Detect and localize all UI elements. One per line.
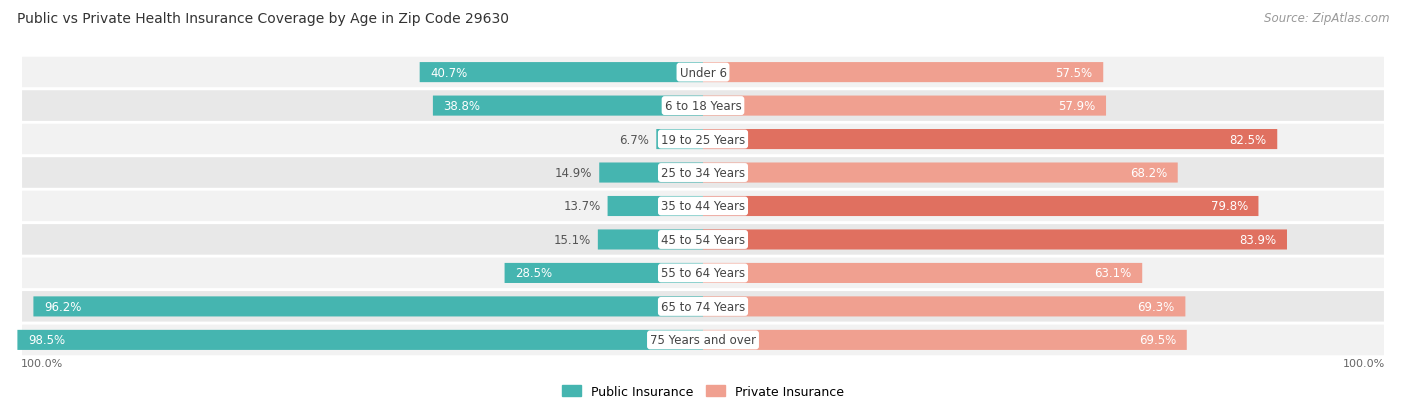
Text: 6.7%: 6.7% <box>620 133 650 146</box>
Text: Source: ZipAtlas.com: Source: ZipAtlas.com <box>1264 12 1389 25</box>
FancyBboxPatch shape <box>703 63 1104 83</box>
Text: 45 to 54 Years: 45 to 54 Years <box>661 233 745 247</box>
Text: 14.9%: 14.9% <box>555 166 592 180</box>
Text: Under 6: Under 6 <box>679 66 727 79</box>
Text: 98.5%: 98.5% <box>28 334 65 347</box>
Text: 75 Years and over: 75 Years and over <box>650 334 756 347</box>
Text: 13.7%: 13.7% <box>564 200 600 213</box>
Text: 100.0%: 100.0% <box>1343 358 1385 368</box>
FancyBboxPatch shape <box>703 330 1187 350</box>
FancyBboxPatch shape <box>21 56 1385 90</box>
Text: 100.0%: 100.0% <box>21 358 63 368</box>
FancyBboxPatch shape <box>419 63 703 83</box>
Text: 83.9%: 83.9% <box>1239 233 1277 247</box>
Text: 69.3%: 69.3% <box>1137 300 1175 313</box>
FancyBboxPatch shape <box>21 256 1385 290</box>
Text: 40.7%: 40.7% <box>430 66 467 79</box>
FancyBboxPatch shape <box>599 163 703 183</box>
Text: 69.5%: 69.5% <box>1139 334 1177 347</box>
FancyBboxPatch shape <box>598 230 703 250</box>
Text: 57.5%: 57.5% <box>1056 66 1092 79</box>
FancyBboxPatch shape <box>703 297 1185 317</box>
FancyBboxPatch shape <box>505 263 703 283</box>
FancyBboxPatch shape <box>657 130 703 150</box>
FancyBboxPatch shape <box>21 323 1385 357</box>
Text: 68.2%: 68.2% <box>1130 166 1167 180</box>
Text: 28.5%: 28.5% <box>515 267 553 280</box>
Text: 19 to 25 Years: 19 to 25 Years <box>661 133 745 146</box>
FancyBboxPatch shape <box>17 330 703 350</box>
Text: 96.2%: 96.2% <box>44 300 82 313</box>
Text: 63.1%: 63.1% <box>1094 267 1132 280</box>
FancyBboxPatch shape <box>21 290 1385 323</box>
FancyBboxPatch shape <box>703 96 1107 116</box>
Legend: Public Insurance, Private Insurance: Public Insurance, Private Insurance <box>562 385 844 398</box>
FancyBboxPatch shape <box>703 130 1277 150</box>
Text: Public vs Private Health Insurance Coverage by Age in Zip Code 29630: Public vs Private Health Insurance Cover… <box>17 12 509 26</box>
Text: 25 to 34 Years: 25 to 34 Years <box>661 166 745 180</box>
Text: 6 to 18 Years: 6 to 18 Years <box>665 100 741 113</box>
Text: 65 to 74 Years: 65 to 74 Years <box>661 300 745 313</box>
FancyBboxPatch shape <box>21 223 1385 256</box>
FancyBboxPatch shape <box>703 197 1258 216</box>
Text: 15.1%: 15.1% <box>554 233 591 247</box>
FancyBboxPatch shape <box>607 197 703 216</box>
FancyBboxPatch shape <box>21 90 1385 123</box>
FancyBboxPatch shape <box>21 190 1385 223</box>
Text: 57.9%: 57.9% <box>1059 100 1095 113</box>
Text: 35 to 44 Years: 35 to 44 Years <box>661 200 745 213</box>
FancyBboxPatch shape <box>21 157 1385 190</box>
FancyBboxPatch shape <box>703 230 1286 250</box>
FancyBboxPatch shape <box>433 96 703 116</box>
Text: 38.8%: 38.8% <box>443 100 481 113</box>
FancyBboxPatch shape <box>703 263 1142 283</box>
Text: 55 to 64 Years: 55 to 64 Years <box>661 267 745 280</box>
Text: 79.8%: 79.8% <box>1211 200 1249 213</box>
FancyBboxPatch shape <box>21 123 1385 157</box>
FancyBboxPatch shape <box>703 163 1178 183</box>
Text: 82.5%: 82.5% <box>1230 133 1267 146</box>
FancyBboxPatch shape <box>34 297 703 317</box>
